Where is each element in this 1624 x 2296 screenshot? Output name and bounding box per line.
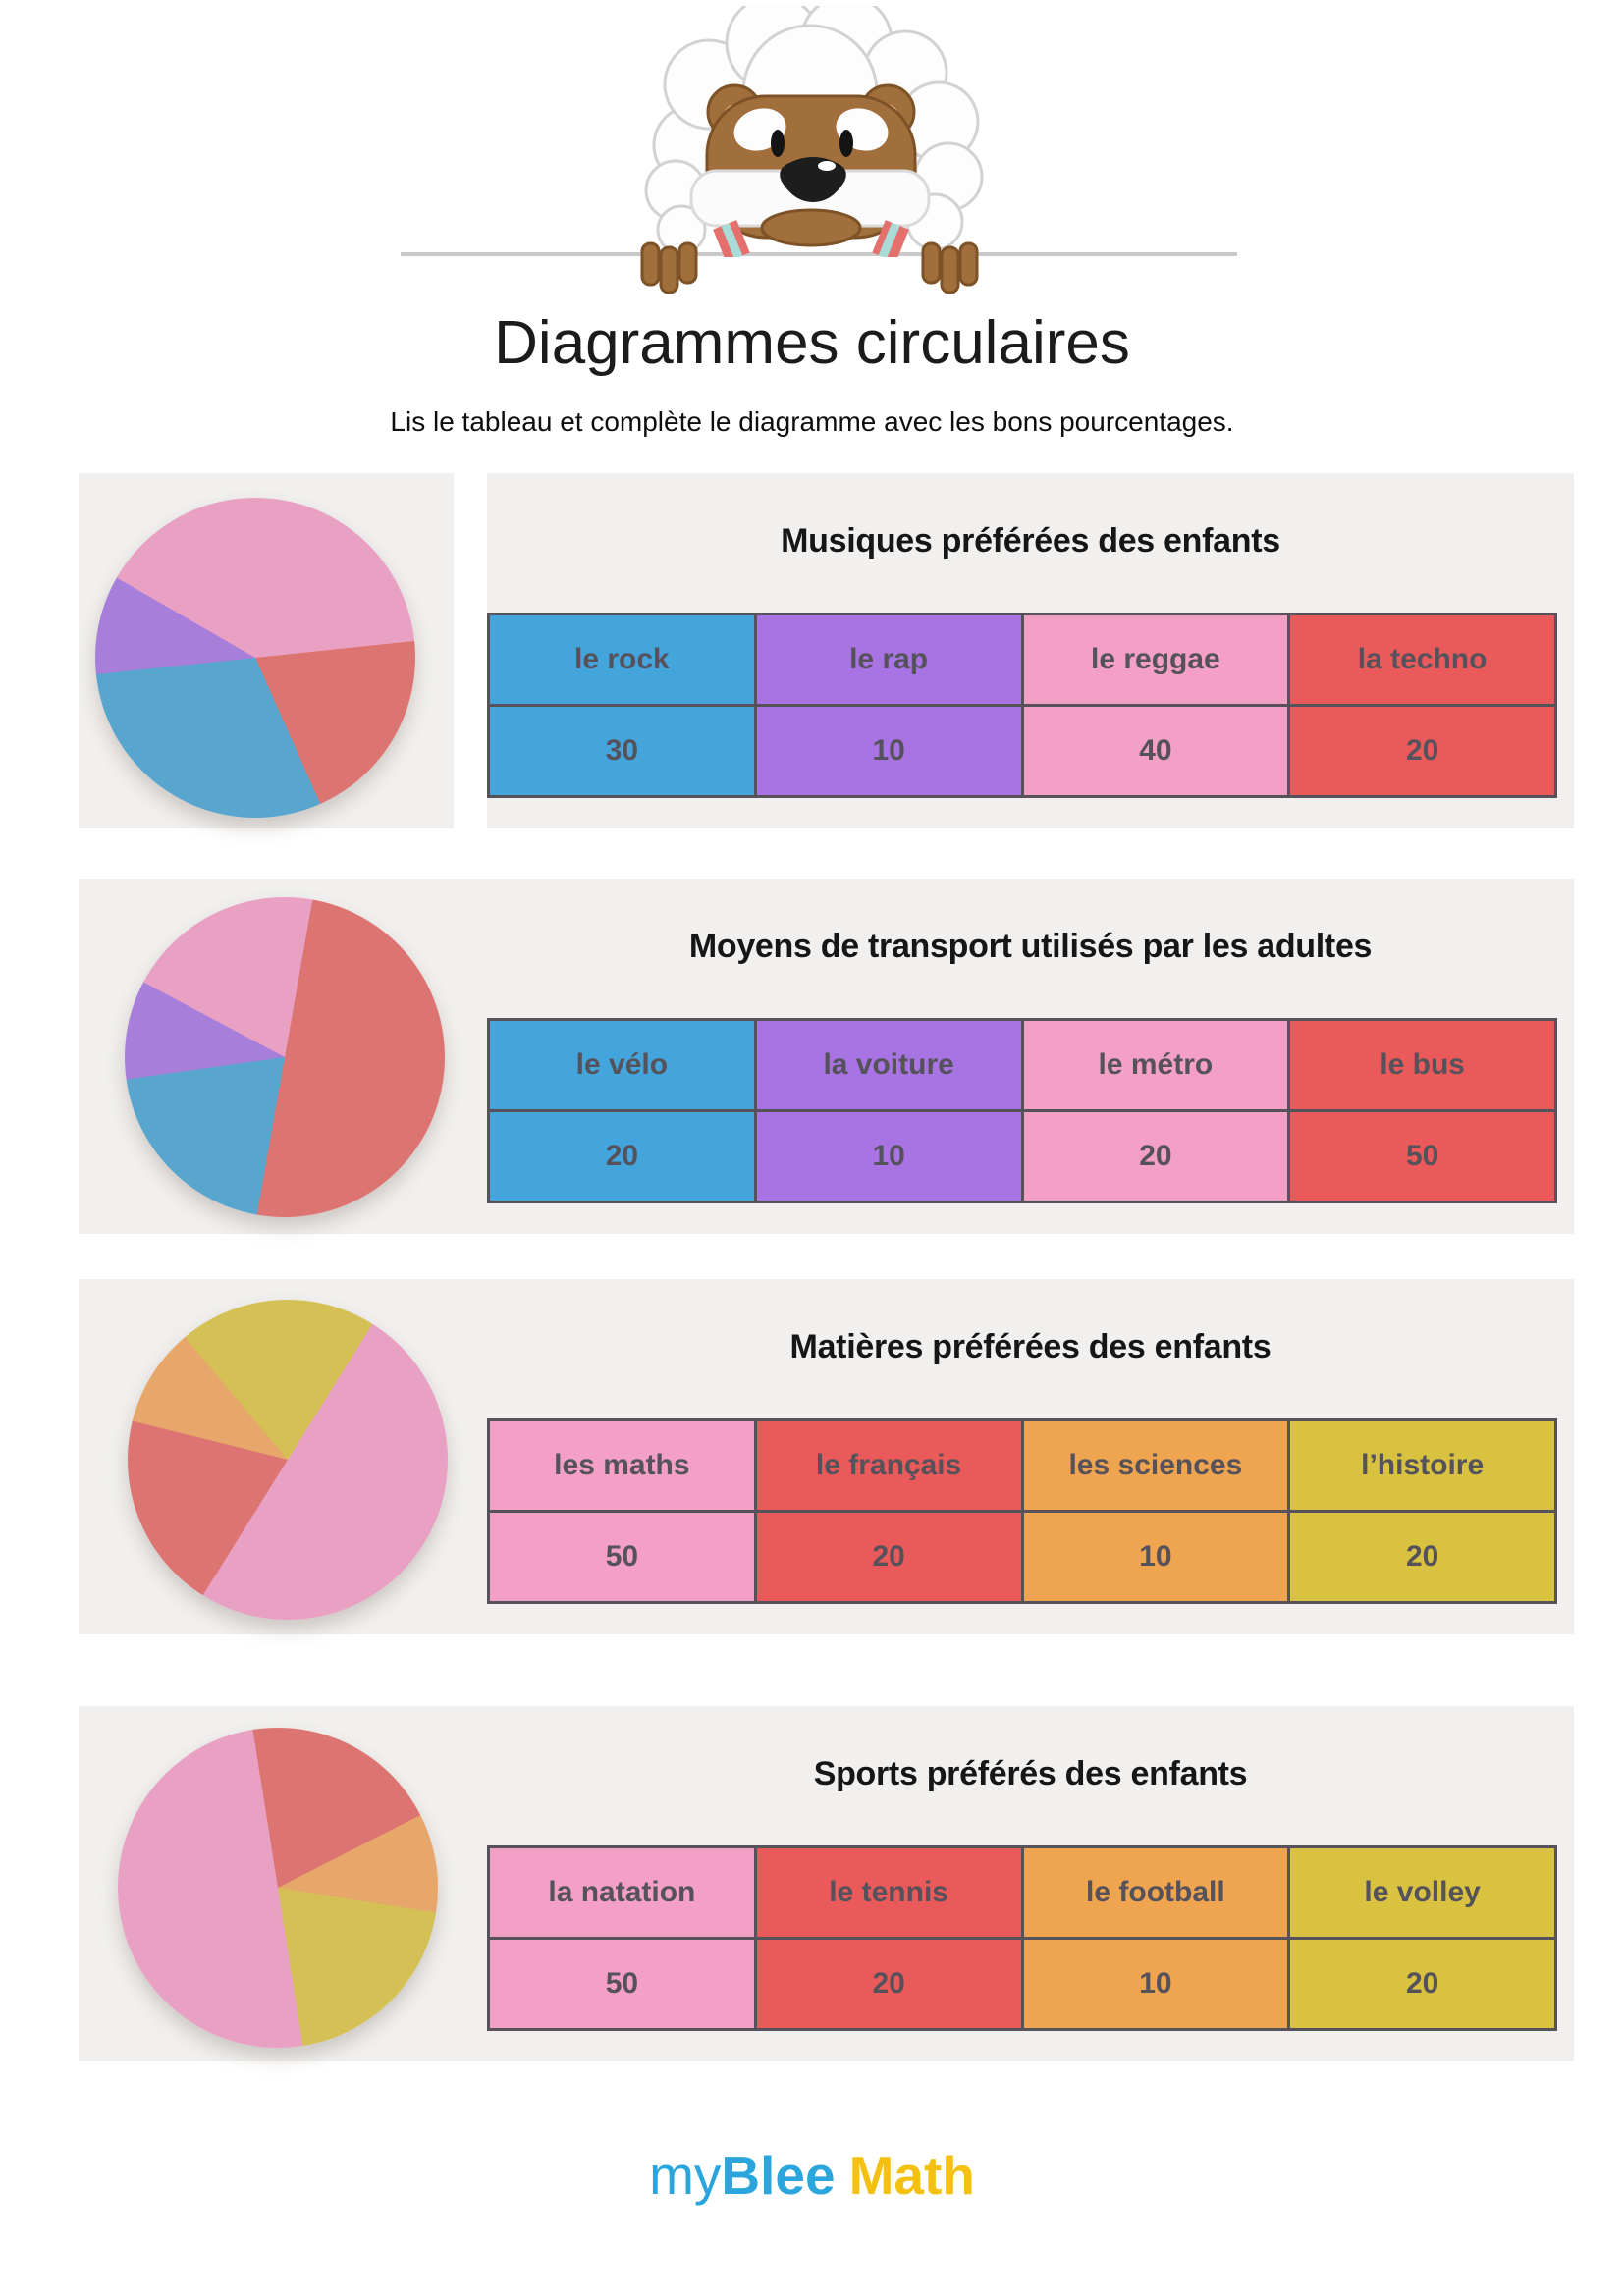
table-header-cell: le football [1023,1848,1288,1937]
table-value-cell: 10 [1023,1940,1288,2028]
data-table: la natation le tennis le football le volley… [487,1845,1557,2031]
pie-chart [125,897,445,1217]
table-value-cell: 50 [1290,1112,1554,1201]
table-header-cell: la voiture [756,1021,1021,1109]
section-title: Matières préférées des enfants [789,1328,1272,1365]
pie-chart-panel [79,1706,454,2061]
page-title: Diagrammes circulaires [494,308,1130,377]
logo-my-text: my [649,2145,722,2206]
table-header-cell: le rock [490,615,754,704]
pie-chart [128,1300,448,1620]
table-header-cell: la techno [1290,615,1554,704]
data-table: le vélo la voiture le métro le bus 20 10 20 50 [487,1018,1557,1203]
table-header-cell: le vélo [490,1021,754,1109]
myblee-math-logo: myBlee Math [0,2144,1624,2207]
pie-chart [118,1728,438,2048]
table-header-cell: le bus [1290,1021,1554,1109]
table-value-cell: 20 [490,1112,754,1201]
table-value-cell: 20 [1290,707,1554,795]
table-value-cell: 20 [1290,1513,1554,1601]
table-value-cell: 30 [490,707,754,795]
worksheet-section: Sports préférés des enfants la natation l… [79,1706,1574,2061]
table-header-cell: les sciences [1023,1421,1288,1510]
table-value-cell: 20 [1023,1112,1288,1201]
worksheet-section: Moyens de transport utilisés par les adu… [79,879,1574,1234]
table-panel: Sports préférés des enfants la natation l… [487,1706,1574,2061]
table-value-cell: 20 [756,1940,1021,2028]
section-title: Musiques préférées des enfants [781,522,1280,560]
table-value-cell: 20 [756,1513,1021,1601]
header-divider-line [401,252,1237,256]
pie-chart-panel [79,473,454,828]
pie-chart [95,498,415,818]
worksheet-section: Musiques préférées des enfants le rock le… [79,473,1574,828]
table-panel: Moyens de transport utilisés par les adu… [487,879,1574,1234]
table-header-cell: le métro [1023,1021,1288,1109]
table-value-cell: 50 [490,1940,754,2028]
pie-chart-panel [79,1279,454,1634]
logo-blee-text: Blee [721,2145,836,2206]
bear-mascot-icon [636,6,986,310]
table-header-cell: la natation [490,1848,754,1937]
table-header-cell: le rap [756,615,1021,704]
section-title: Moyens de transport utilisés par les adu… [688,928,1373,965]
table-header-cell: l’histoire [1290,1421,1554,1510]
table-value-cell: 20 [1290,1940,1554,2028]
table-value-cell: 40 [1023,707,1288,795]
table-header-cell: le français [756,1421,1021,1510]
worksheet-section: Matières préférées des enfants les maths… [79,1279,1574,1634]
pie-chart-panel [79,879,454,1234]
table-value-cell: 10 [756,1112,1021,1201]
section-title: Sports préférés des enfants [813,1755,1248,1792]
table-panel: Matières préférées des enfants les maths… [487,1279,1574,1634]
table-header-cell: le volley [1290,1848,1554,1937]
data-table: les maths le français les sciences l’histoi… [487,1418,1557,1604]
table-header-cell: le reggae [1023,615,1288,704]
logo-math-text: Math [848,2145,975,2206]
table-header-cell: les maths [490,1421,754,1510]
table-panel: Musiques préférées des enfants le rock le… [487,473,1574,828]
table-header-cell: le tennis [756,1848,1021,1937]
page-subtitle: Lis le tableau et complète le diagramme … [390,406,1234,437]
data-table: le rock le rap le reggae la techno 30 10 40 20 [487,613,1557,798]
table-value-cell: 10 [756,707,1021,795]
table-value-cell: 10 [1023,1513,1288,1601]
table-value-cell: 50 [490,1513,754,1601]
